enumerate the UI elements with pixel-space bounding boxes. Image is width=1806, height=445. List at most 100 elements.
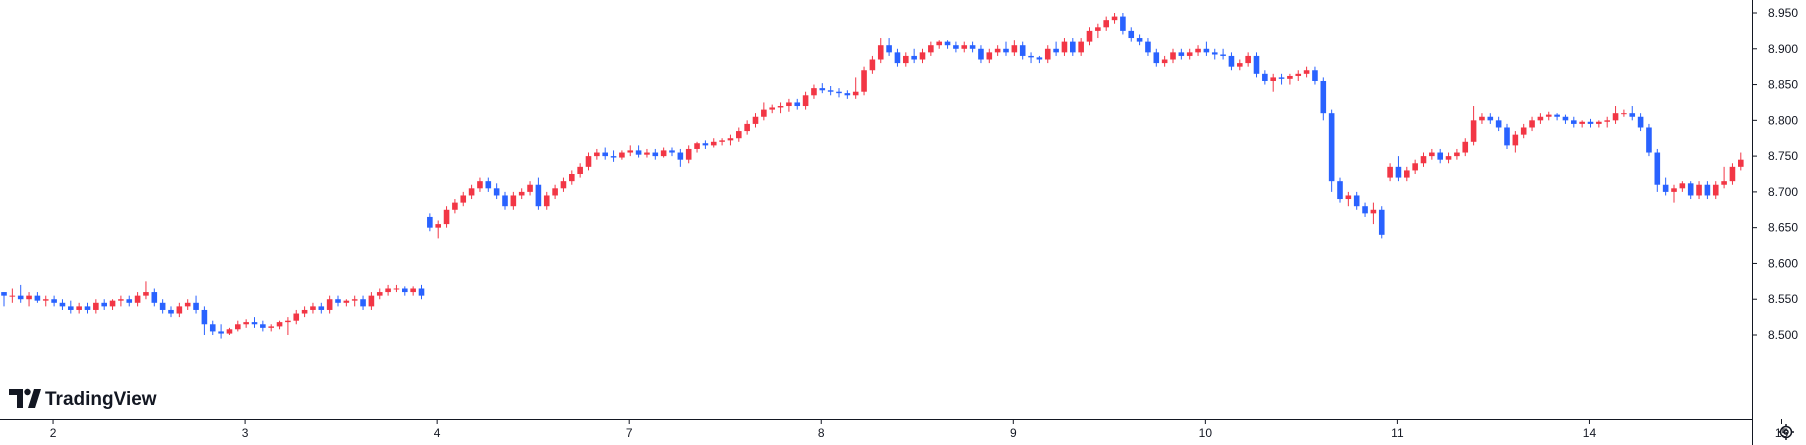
candle bbox=[1462, 138, 1469, 157]
candle bbox=[527, 181, 533, 196]
candle-body bbox=[861, 70, 867, 92]
candle-body bbox=[560, 181, 567, 189]
candle-body bbox=[644, 152, 650, 155]
candle bbox=[1437, 148, 1443, 164]
candle-body bbox=[176, 306, 183, 314]
candle-body bbox=[936, 41, 942, 46]
candle bbox=[243, 319, 249, 328]
candle-body bbox=[209, 324, 216, 332]
candle bbox=[9, 288, 16, 303]
candle-body bbox=[1712, 184, 1719, 196]
settings-button[interactable] bbox=[1778, 424, 1794, 440]
time-axis[interactable]: 2 3 4 7 8 9 10 11 14 15 bbox=[50, 419, 1789, 440]
candle bbox=[1420, 152, 1427, 167]
candle bbox=[669, 147, 675, 157]
candle-body bbox=[961, 45, 968, 49]
candle bbox=[42, 295, 49, 307]
candle bbox=[1295, 70, 1302, 81]
candle-body bbox=[994, 48, 1001, 53]
candle-body bbox=[9, 295, 16, 297]
candle bbox=[786, 98, 792, 112]
candle-body bbox=[811, 88, 817, 96]
candle bbox=[886, 38, 892, 56]
candle-body bbox=[126, 299, 133, 303]
candle-body bbox=[1220, 54, 1226, 56]
price-tick-label: 8.600 bbox=[1768, 256, 1798, 270]
candle bbox=[811, 84, 817, 99]
candle-body bbox=[710, 141, 717, 146]
candle bbox=[1529, 116, 1535, 132]
tradingview-logo[interactable]: TradingView bbox=[9, 388, 157, 410]
time-tick-label: 8 bbox=[818, 426, 825, 440]
candle bbox=[986, 48, 993, 64]
candle bbox=[1729, 163, 1736, 185]
candle-body bbox=[393, 288, 400, 290]
candle bbox=[1287, 73, 1293, 85]
candle bbox=[1211, 48, 1218, 60]
candle bbox=[1520, 123, 1527, 139]
candle-body bbox=[1612, 113, 1619, 121]
candle-body bbox=[744, 123, 750, 132]
candle-body bbox=[193, 302, 199, 310]
candle-body bbox=[184, 302, 191, 307]
candle-body bbox=[93, 302, 99, 310]
candle-body bbox=[1370, 209, 1377, 214]
candle bbox=[1604, 116, 1610, 128]
candle-body bbox=[769, 107, 775, 110]
candle-body bbox=[786, 102, 792, 107]
candle-body bbox=[101, 302, 107, 307]
candle bbox=[1596, 120, 1602, 128]
candle bbox=[460, 191, 467, 207]
candle bbox=[1253, 52, 1260, 78]
candle bbox=[443, 206, 450, 228]
candle-body bbox=[1153, 52, 1160, 64]
candle-body bbox=[736, 131, 742, 139]
candle-body bbox=[276, 322, 283, 327]
candle bbox=[852, 77, 859, 99]
candle-body bbox=[1646, 127, 1652, 153]
candle-body bbox=[1111, 16, 1118, 21]
candle-body bbox=[1429, 152, 1435, 157]
candle-body bbox=[1270, 77, 1276, 81]
candle-body bbox=[527, 184, 533, 192]
candle-body bbox=[894, 52, 901, 64]
candle bbox=[936, 40, 942, 49]
candle-body bbox=[326, 299, 333, 310]
time-tick-label: 3 bbox=[242, 426, 249, 440]
candle bbox=[660, 147, 667, 158]
candle bbox=[944, 40, 951, 49]
price-axis[interactable]: 8.950 8.900 8.850 8.800 8.750 8.700 8.650 8.600… bbox=[1752, 6, 1798, 342]
candle-body bbox=[1537, 116, 1544, 121]
candle-body bbox=[602, 152, 608, 157]
candle-body bbox=[1237, 63, 1243, 67]
price-tick-label: 8.550 bbox=[1768, 292, 1798, 306]
candle bbox=[685, 145, 692, 164]
candle-body bbox=[460, 195, 467, 203]
candle bbox=[1537, 113, 1544, 124]
candle-body bbox=[1637, 116, 1644, 128]
candle bbox=[143, 281, 149, 300]
candle bbox=[1195, 45, 1201, 56]
candle bbox=[493, 183, 500, 200]
candle-body bbox=[719, 140, 725, 142]
candle-body bbox=[1529, 120, 1535, 128]
candle-body bbox=[118, 299, 124, 301]
candle bbox=[1454, 148, 1460, 160]
candle bbox=[627, 145, 634, 157]
candle-body bbox=[535, 184, 542, 207]
candle bbox=[710, 138, 717, 148]
candle-body bbox=[1729, 166, 1736, 182]
candle-body bbox=[1470, 120, 1477, 142]
candle-body bbox=[552, 188, 558, 196]
candle-body bbox=[827, 90, 834, 92]
candle-body bbox=[877, 45, 884, 60]
candle bbox=[1086, 27, 1093, 46]
candle-body bbox=[1479, 116, 1485, 121]
candle-body bbox=[635, 150, 642, 155]
candle bbox=[1654, 148, 1661, 192]
candle bbox=[26, 292, 32, 307]
candle-body bbox=[1095, 27, 1101, 31]
candle bbox=[1278, 73, 1285, 85]
candle-body bbox=[134, 295, 141, 303]
